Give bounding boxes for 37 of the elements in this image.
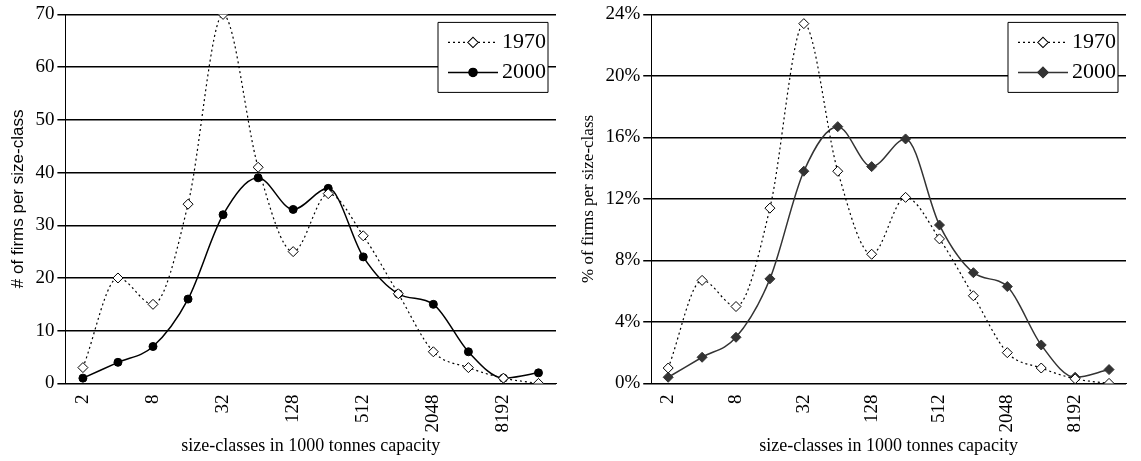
legend-label: 1970 <box>502 28 546 54</box>
x-tick-label: 8 <box>723 394 745 404</box>
x-tick-label: 2 <box>70 394 92 404</box>
y-tick-label: 0 <box>44 371 55 393</box>
x-tick-label: 2 <box>656 394 678 404</box>
x-tick-label: 512 <box>351 394 373 423</box>
x-tick-label: 128 <box>281 394 303 423</box>
y-tick-label: 24% <box>605 2 641 24</box>
legend-label: 2000 <box>502 58 546 84</box>
y-tick-label: 4% <box>614 309 641 331</box>
y-axis-title: # of firms per size-class <box>7 109 27 289</box>
y-tick-label: 40 <box>35 160 55 182</box>
y-tick-label: 20% <box>605 63 641 85</box>
y-tick-label: 60 <box>35 55 55 77</box>
y-tick-label: 70 <box>35 2 55 24</box>
y-tick-label: 12% <box>605 186 641 208</box>
x-axis-title: size-classes in 1000 tonnes capacity <box>181 434 441 455</box>
y-tick-label: 30 <box>35 213 55 235</box>
x-tick-label: 32 <box>211 394 233 414</box>
y-tick-label: 16% <box>605 125 641 147</box>
y-tick-label: 10 <box>35 318 55 340</box>
legend-label: 2000 <box>1072 58 1116 84</box>
x-tick-label: 32 <box>791 394 813 414</box>
y-tick-label: 20 <box>35 265 55 287</box>
x-tick-label: 8 <box>140 394 162 404</box>
y-tick-label: 8% <box>614 248 641 270</box>
x-tick-label: 8192 <box>491 394 513 433</box>
x-tick-label: 2048 <box>995 394 1017 433</box>
x-tick-label: 8192 <box>1063 394 1085 433</box>
y-tick-label: 50 <box>35 107 55 129</box>
x-tick-label: 128 <box>859 394 881 423</box>
x-axis-title: size-classes in 1000 tonnes capacity <box>759 434 1019 455</box>
legend-label: 1970 <box>1072 28 1116 54</box>
y-tick-label: 0% <box>614 371 641 393</box>
x-tick-label: 512 <box>927 394 949 423</box>
y-axis-title: % of firms per size-class <box>577 114 597 283</box>
x-tick-label: 2048 <box>421 394 443 433</box>
